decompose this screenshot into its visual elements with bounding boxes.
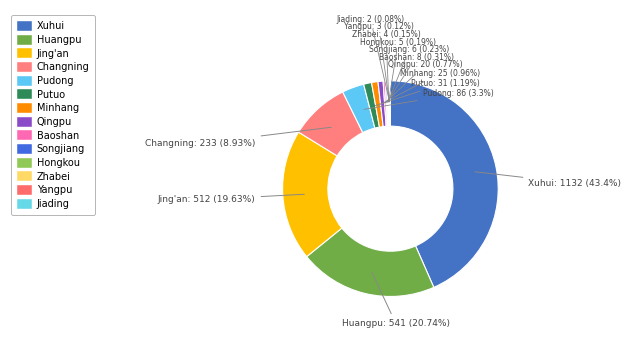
- Text: Hongkou: 5 (0.19%): Hongkou: 5 (0.19%): [360, 38, 436, 102]
- Wedge shape: [387, 81, 389, 126]
- Text: Xuhui: 1132 (43.4%): Xuhui: 1132 (43.4%): [475, 172, 621, 188]
- Wedge shape: [383, 81, 387, 126]
- Wedge shape: [390, 81, 498, 287]
- Text: Pudong: 86 (3.3%): Pudong: 86 (3.3%): [364, 89, 493, 109]
- Wedge shape: [389, 81, 390, 126]
- Wedge shape: [364, 82, 380, 128]
- Text: Qingpu: 20 (0.77%): Qingpu: 20 (0.77%): [385, 60, 463, 103]
- Wedge shape: [385, 81, 388, 126]
- Wedge shape: [283, 132, 342, 257]
- Text: Huangpu: 541 (20.74%): Huangpu: 541 (20.74%): [342, 273, 450, 328]
- Legend: Xuhui, Huangpu, Jing'an, Changning, Pudong, Putuo, Minhang, Qingpu, Baoshan, Son: Xuhui, Huangpu, Jing'an, Changning, Pudo…: [12, 15, 95, 215]
- Wedge shape: [378, 81, 386, 127]
- Text: Yangpu: 3 (0.12%): Yangpu: 3 (0.12%): [344, 22, 414, 102]
- Text: Jing'an: 512 (19.63%): Jing'an: 512 (19.63%): [158, 194, 304, 204]
- Text: Jiading: 2 (0.08%): Jiading: 2 (0.08%): [337, 15, 404, 102]
- Text: Changning: 233 (8.93%): Changning: 233 (8.93%): [145, 127, 332, 148]
- Wedge shape: [372, 81, 383, 127]
- Wedge shape: [343, 84, 375, 132]
- Text: Minhang: 25 (0.96%): Minhang: 25 (0.96%): [381, 69, 480, 104]
- Text: Zhabei: 4 (0.15%): Zhabei: 4 (0.15%): [351, 30, 420, 102]
- Wedge shape: [299, 92, 363, 156]
- Wedge shape: [388, 81, 390, 126]
- Text: Songjiang: 6 (0.23%): Songjiang: 6 (0.23%): [369, 45, 449, 102]
- Wedge shape: [307, 228, 434, 296]
- Text: Putuo: 31 (1.19%): Putuo: 31 (1.19%): [375, 79, 479, 106]
- Text: Baoshan: 8 (0.31%): Baoshan: 8 (0.31%): [378, 53, 454, 102]
